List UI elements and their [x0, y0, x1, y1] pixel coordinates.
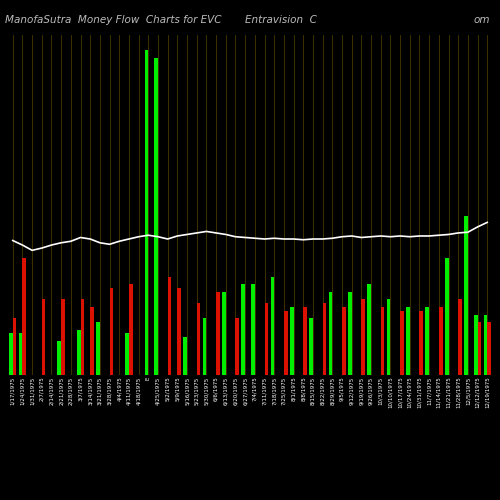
- Bar: [61, 300, 65, 375]
- Bar: [58, 341, 61, 375]
- Bar: [362, 300, 365, 375]
- Bar: [168, 277, 172, 375]
- Bar: [242, 284, 245, 375]
- Bar: [458, 300, 462, 375]
- Bar: [368, 284, 371, 375]
- Bar: [251, 284, 255, 375]
- Bar: [42, 300, 45, 375]
- Bar: [348, 292, 352, 375]
- Bar: [90, 307, 94, 375]
- Bar: [322, 303, 326, 375]
- Bar: [474, 314, 478, 375]
- Bar: [464, 216, 468, 375]
- Bar: [400, 311, 404, 375]
- Bar: [12, 318, 16, 375]
- Bar: [342, 307, 345, 375]
- Bar: [264, 303, 268, 375]
- Bar: [478, 322, 481, 375]
- Bar: [154, 58, 158, 375]
- Bar: [488, 322, 491, 375]
- Bar: [144, 50, 148, 375]
- Bar: [184, 337, 187, 375]
- Bar: [22, 258, 26, 375]
- Bar: [196, 303, 200, 375]
- Bar: [126, 334, 129, 375]
- Bar: [96, 322, 100, 375]
- Bar: [270, 277, 274, 375]
- Bar: [202, 318, 206, 375]
- Bar: [420, 311, 423, 375]
- Bar: [284, 311, 288, 375]
- Bar: [439, 307, 442, 375]
- Bar: [406, 307, 410, 375]
- Text: Entravision  C: Entravision C: [245, 15, 317, 25]
- Bar: [310, 318, 313, 375]
- Bar: [9, 334, 13, 375]
- Bar: [386, 300, 390, 375]
- Bar: [110, 288, 114, 375]
- Bar: [178, 288, 181, 375]
- Bar: [445, 258, 448, 375]
- Bar: [484, 314, 488, 375]
- Bar: [222, 292, 226, 375]
- Bar: [328, 292, 332, 375]
- Text: ManofaSutra  Money Flow  Charts for EVC: ManofaSutra Money Flow Charts for EVC: [5, 15, 222, 25]
- Bar: [129, 284, 132, 375]
- Bar: [236, 318, 239, 375]
- Text: om: om: [474, 15, 490, 25]
- Bar: [216, 292, 220, 375]
- Bar: [19, 334, 22, 375]
- Bar: [80, 300, 84, 375]
- Bar: [290, 307, 294, 375]
- Bar: [77, 330, 80, 375]
- Bar: [304, 307, 307, 375]
- Bar: [426, 307, 429, 375]
- Bar: [380, 307, 384, 375]
